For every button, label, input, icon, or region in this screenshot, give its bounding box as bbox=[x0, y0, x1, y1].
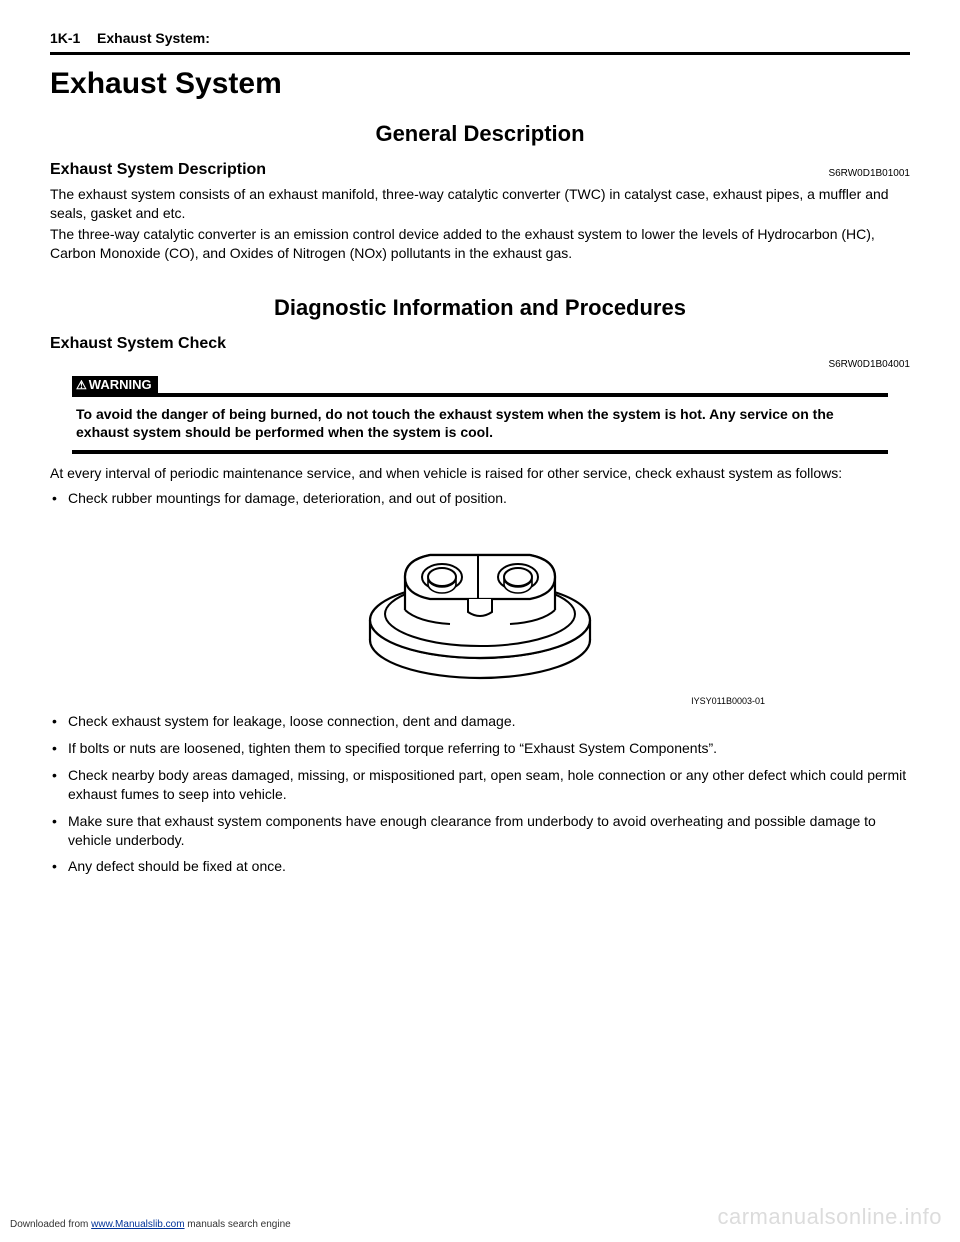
warning-label: ⚠WARNING bbox=[72, 376, 158, 394]
rubber-mounting-icon bbox=[350, 522, 610, 687]
footer-post: manuals search engine bbox=[185, 1219, 291, 1230]
page-section bbox=[85, 30, 93, 46]
reference-code: S6RW0D1B01001 bbox=[828, 168, 910, 179]
footer-link[interactable]: www.Manualslib.com bbox=[91, 1219, 184, 1230]
footer: Downloaded from www.Manualslib.com manua… bbox=[10, 1219, 291, 1230]
subsection-heading: Exhaust System Description bbox=[50, 161, 910, 179]
footer-pre: Downloaded from bbox=[10, 1219, 91, 1230]
paragraph: At every interval of periodic maintenanc… bbox=[50, 464, 910, 483]
page-section-title: Exhaust System: bbox=[97, 30, 210, 46]
subsection-row: Exhaust System Check bbox=[50, 335, 910, 353]
page-ref: 1K-1 bbox=[50, 30, 80, 46]
warning-box: ⚠WARNING To avoid the danger of being bu… bbox=[72, 376, 888, 455]
paragraph: The exhaust system consists of an exhaus… bbox=[50, 185, 910, 223]
list-item: Any defect should be fixed at once. bbox=[50, 857, 910, 876]
subsection-row: Exhaust System Description S6RW0D1B01001 bbox=[50, 161, 910, 179]
warning-text: WARNING bbox=[89, 377, 152, 392]
paragraph: The three-way catalytic converter is an … bbox=[50, 225, 910, 263]
section-heading: Diagnostic Information and Procedures bbox=[50, 295, 910, 321]
section-heading: General Description bbox=[50, 121, 910, 147]
check-list: Check rubber mountings for damage, deter… bbox=[50, 489, 910, 508]
manual-page: 1K-1 Exhaust System: Exhaust System Gene… bbox=[0, 0, 960, 1242]
list-item: Make sure that exhaust system components… bbox=[50, 812, 910, 850]
list-item: Check rubber mountings for damage, deter… bbox=[50, 489, 910, 508]
figure bbox=[50, 522, 910, 692]
list-item: Check nearby body areas damaged, missing… bbox=[50, 766, 910, 804]
warning-body: To avoid the danger of being burned, do … bbox=[72, 393, 888, 455]
page-header: 1K-1 Exhaust System: bbox=[50, 30, 910, 55]
list-item: Check exhaust system for leakage, loose … bbox=[50, 712, 910, 731]
watermark: carmanualsonline.info bbox=[717, 1204, 942, 1230]
main-title: Exhaust System bbox=[50, 67, 910, 101]
figure-code: IYSY011B0003-01 bbox=[195, 696, 765, 706]
reference-code: S6RW0D1B04001 bbox=[50, 359, 910, 370]
subsection-heading: Exhaust System Check bbox=[50, 335, 910, 353]
check-list: Check exhaust system for leakage, loose … bbox=[50, 712, 910, 876]
list-item: If bolts or nuts are loosened, tighten t… bbox=[50, 739, 910, 758]
spacer bbox=[50, 265, 910, 295]
warning-icon: ⚠ bbox=[76, 378, 87, 392]
